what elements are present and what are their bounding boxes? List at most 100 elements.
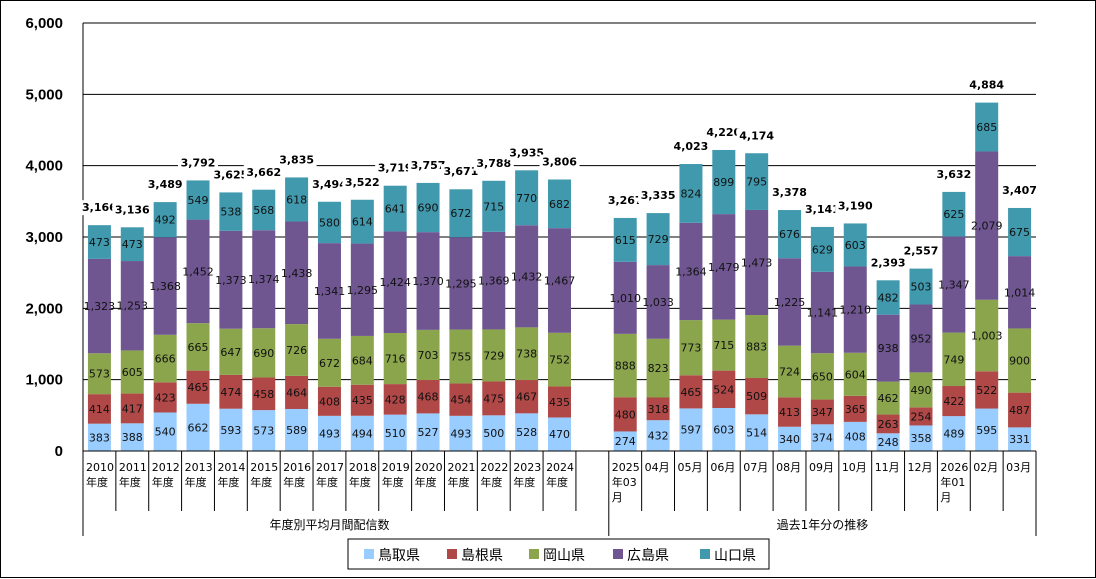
x-tick-label: 2022 <box>480 461 508 474</box>
total-value-label: 3,935 <box>509 146 544 159</box>
bar-segment <box>843 421 867 451</box>
total-label-bg <box>900 243 941 259</box>
bar-segment <box>383 231 407 334</box>
bar-segment <box>909 425 933 451</box>
bar-segment <box>252 189 276 231</box>
segment-value-label: 1,347 <box>938 279 970 292</box>
segment-value-label: 749 <box>943 353 964 366</box>
total-label-bg <box>473 155 514 171</box>
x-axis: 2010年度2011年度2012年度2013年度2014年度2015年度2016… <box>82 450 1037 536</box>
x-tick-label: 年01 <box>940 475 965 489</box>
total-label-bg <box>309 176 350 192</box>
bar-segment <box>909 268 933 305</box>
total-label-bg <box>506 145 547 161</box>
segment-value-label: 618 <box>286 193 307 206</box>
segment-value-label: 2,079 <box>971 220 1003 233</box>
segment-value-label: 414 <box>89 403 110 416</box>
segment-value-label: 1,364 <box>675 265 707 278</box>
x-tick-label: 2018 <box>349 461 377 474</box>
segment-value-label: 952 <box>910 332 931 345</box>
segment-value-label: 823 <box>648 362 669 375</box>
y-tick-label: 1,000 <box>25 372 63 389</box>
segment-value-label: 573 <box>89 368 110 381</box>
legend-swatch <box>447 549 457 559</box>
bar-segment <box>186 180 210 220</box>
segment-value-label: 524 <box>713 383 734 396</box>
legend-swatch <box>529 549 539 559</box>
x-tick-label: 10月 <box>842 461 867 474</box>
segment-value-label: 724 <box>779 365 800 378</box>
bar-segment <box>843 266 867 353</box>
segment-value-label: 595 <box>976 424 997 437</box>
segment-value-label: 388 <box>122 431 143 444</box>
bar-segment <box>909 304 933 373</box>
bar-segment <box>679 164 703 223</box>
legend: 鳥取県 島根県 岡山県 広島県 山口県 <box>347 538 770 570</box>
bar-segment <box>613 333 637 398</box>
segment-value-label: 770 <box>516 192 537 205</box>
bar-segment <box>942 191 966 237</box>
total-label-bg <box>736 128 777 144</box>
bar-segment <box>810 271 834 354</box>
x-tick-label: 09月 <box>809 461 834 474</box>
bar-segment <box>646 338 670 398</box>
segment-value-label: 899 <box>713 176 734 189</box>
total-value-label: 3,378 <box>772 186 807 199</box>
legend-label: 岡山県 <box>543 548 585 564</box>
segment-value-label: 509 <box>746 390 767 403</box>
segment-value-label: 1,368 <box>149 280 181 293</box>
bar-segment <box>646 420 670 451</box>
total-value-label: 3,632 <box>936 168 971 181</box>
bar-segment <box>942 386 966 417</box>
x-tick-label: 2026 <box>940 461 968 474</box>
segment-value-label: 726 <box>286 344 307 357</box>
bar-segment <box>745 153 769 210</box>
x-tick-label: 年度 <box>415 475 437 489</box>
segment-value-label: 716 <box>385 353 406 366</box>
segment-value-label: 331 <box>1009 433 1030 446</box>
segment-value-label: 474 <box>220 386 241 399</box>
segment-value-label: 365 <box>845 403 866 416</box>
segment-value-label: 274 <box>615 435 636 448</box>
segment-value-label: 538 <box>220 206 241 219</box>
bar-segment <box>317 243 341 339</box>
segment-value-label: 1,253 <box>117 300 149 313</box>
segment-value-label: 527 <box>418 426 439 439</box>
x-tick-label: 年度 <box>480 475 502 489</box>
x-tick-label: 2016 <box>283 461 311 474</box>
total-label-bg <box>868 255 909 271</box>
segment-value-label: 1,438 <box>281 267 313 280</box>
segment-value-label: 494 <box>352 427 373 440</box>
segment-value-label: 883 <box>746 341 767 354</box>
x-tick-label: 08月 <box>776 461 801 474</box>
bar-segment <box>613 431 637 451</box>
bar-segment <box>515 380 539 414</box>
x-tick-label: 2023 <box>513 461 541 474</box>
segment-value-label: 614 <box>352 216 373 229</box>
segment-value-label: 470 <box>549 428 570 441</box>
bar-segment <box>876 314 900 382</box>
bar-segment <box>317 338 341 387</box>
bar-segment <box>547 386 572 418</box>
segment-value-label: 603 <box>713 423 734 436</box>
segment-value-label: 665 <box>188 341 209 354</box>
segment-value-label: 500 <box>483 427 504 440</box>
segment-value-label: 1,373 <box>215 274 247 287</box>
bar-segment <box>383 333 407 385</box>
total-label-bg <box>670 139 711 155</box>
total-value-label: 3,166 <box>82 201 117 214</box>
segment-value-label: 625 <box>943 208 964 221</box>
total-label-bg <box>243 164 284 180</box>
total-value-label: 4,220 <box>706 126 741 139</box>
bar-segment <box>186 403 210 451</box>
total-label-bg <box>966 77 1007 93</box>
total-label-bg <box>769 185 810 201</box>
segment-value-label: 1,473 <box>741 257 773 270</box>
x-tick-label: 年度 <box>152 475 174 489</box>
total-label-bg <box>276 152 317 168</box>
x-tick-label: 03月 <box>1006 461 1031 474</box>
segment-value-label: 650 <box>812 370 833 383</box>
segment-value-label: 715 <box>483 200 504 213</box>
bar-segment <box>909 372 933 408</box>
